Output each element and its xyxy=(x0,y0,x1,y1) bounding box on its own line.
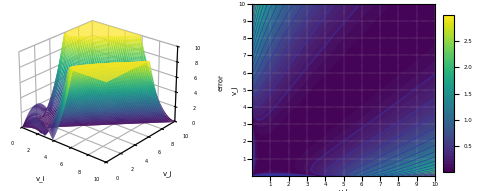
X-axis label: v_i: v_i xyxy=(338,188,348,191)
X-axis label: v_i: v_i xyxy=(36,176,45,182)
Y-axis label: v_j: v_j xyxy=(163,170,172,177)
Y-axis label: v_j: v_j xyxy=(230,85,237,95)
